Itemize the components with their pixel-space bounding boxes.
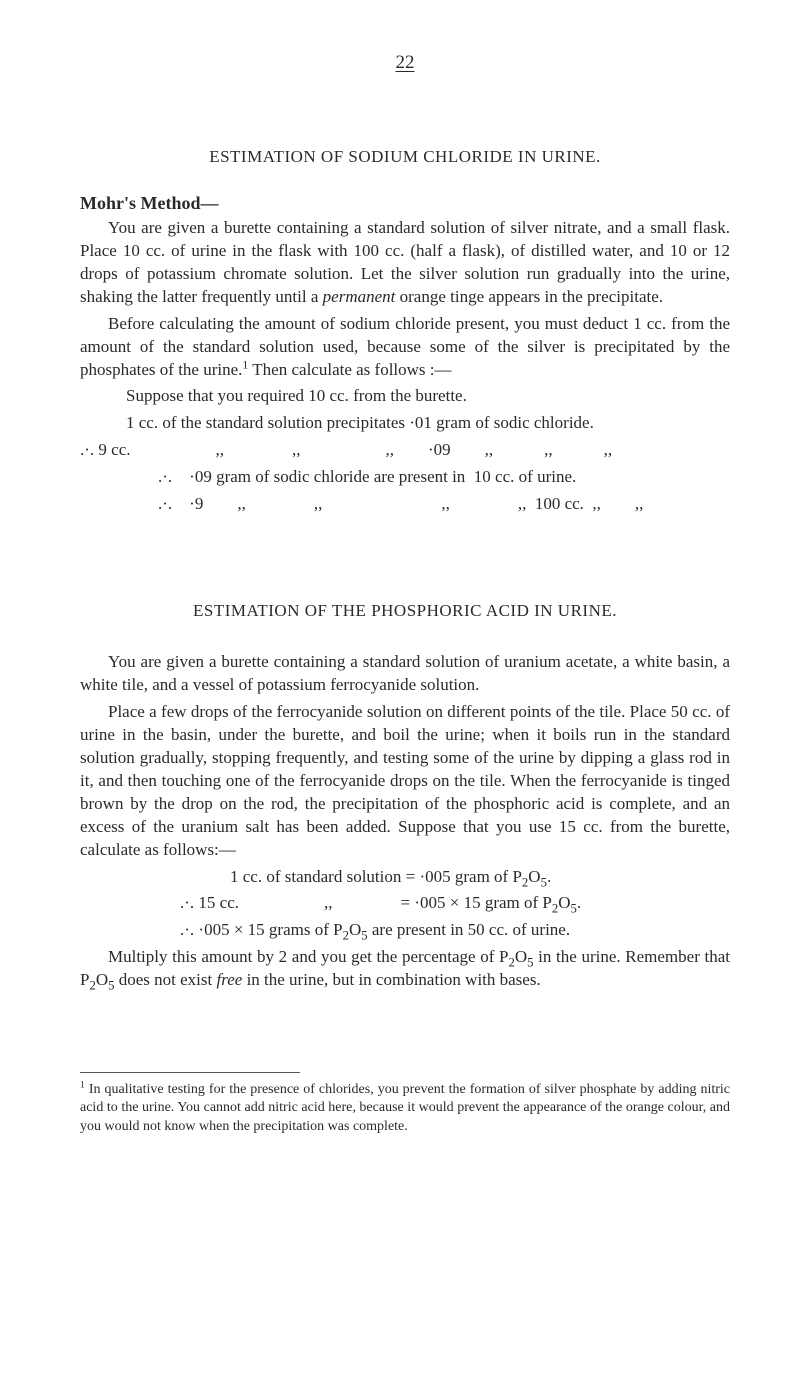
s2-l2-c: . [577, 893, 581, 912]
s2-l3-a: .·. ·005 × 15 grams of P [180, 920, 343, 939]
s2-line1: 1 cc. of standard solution = ·005 gram o… [80, 866, 730, 889]
s2-l2-a: .·. 15 cc. ,, = ·005 × 15 gram of P [180, 893, 552, 912]
s2-p3-b: O [515, 947, 527, 966]
s1-paragraph-2: Before calculating the amount of sodium … [80, 313, 730, 382]
s1-line3: .·. ·9 ,, ,, ,, ,, 100 cc. ,, ,, [80, 493, 730, 516]
s1-p1-em: permanent [323, 287, 396, 306]
s2-paragraph-2: Place a few drops of the ferrocyanide so… [80, 701, 730, 862]
s2-l3-b: O [349, 920, 361, 939]
footnote-rule [80, 1072, 300, 1073]
s1-suppose: Suppose that you required 10 cc. from th… [80, 385, 730, 408]
s1-formula-block: .·. 9 cc. ,, ,, ,, ·09 ,, ,, ,, .·. ·09 … [80, 439, 730, 516]
s1-paragraph-1: You are given a burette containing a sta… [80, 217, 730, 309]
s2-line3: .·. ·005 × 15 grams of P2O5 are present … [80, 919, 730, 942]
document-page: 22 ESTIMATION OF SODIUM CHLORIDE IN URIN… [0, 0, 800, 1200]
mohr-method-heading: Mohr's Method— [80, 191, 730, 215]
s2-p3-e: does not exist [115, 970, 217, 989]
s2-l1-b: O [528, 867, 540, 886]
page-number: 22 [80, 50, 730, 76]
s2-l1-c: . [547, 867, 551, 886]
s2-l1-a: 1 cc. of standard solution = ·005 gram o… [230, 867, 522, 886]
section-spacer [80, 520, 730, 570]
s2-p3-d: O [96, 970, 108, 989]
footnote-1: 1 In qualitative testing for the presenc… [80, 1081, 730, 1136]
s2-p3-f: in the urine, but in combina­tion with b… [242, 970, 540, 989]
s2-paragraph-3: Multiply this amount by 2 and you get th… [80, 946, 730, 992]
s1-p1-after: orange tinge appears in the precipitate. [395, 287, 663, 306]
s2-p3-em: free [217, 970, 243, 989]
s2-l3-c: are present in 50 cc. of urine. [368, 920, 571, 939]
s1-line2: .·. ·09 gram of sodic chloride are prese… [80, 466, 730, 489]
title-spacer [80, 641, 730, 651]
s2-l2-b: O [558, 893, 570, 912]
s2-line2: .·. 15 cc. ,, = ·005 × 15 gram of P2O5. [80, 892, 730, 915]
s1-line1: .·. 9 cc. ,, ,, ,, ·09 ,, ,, ,, [80, 439, 730, 462]
footnote-text: In qualitative testing for the presence … [80, 1082, 730, 1133]
section-1-title: ESTIMATION OF SODIUM CHLORIDE IN URINE. [80, 146, 730, 169]
s1-p2-after: Then calculate as follows :— [248, 360, 451, 379]
section-2-title: ESTIMATION OF THE PHOSPHORIC ACID IN URI… [80, 600, 730, 623]
s1-precip-line: 1 cc. of the standard solution precipita… [80, 412, 730, 435]
s2-p3-a: Multiply this amount by 2 and you get th… [108, 947, 508, 966]
s2-paragraph-1: You are given a burette containing a sta… [80, 651, 730, 697]
